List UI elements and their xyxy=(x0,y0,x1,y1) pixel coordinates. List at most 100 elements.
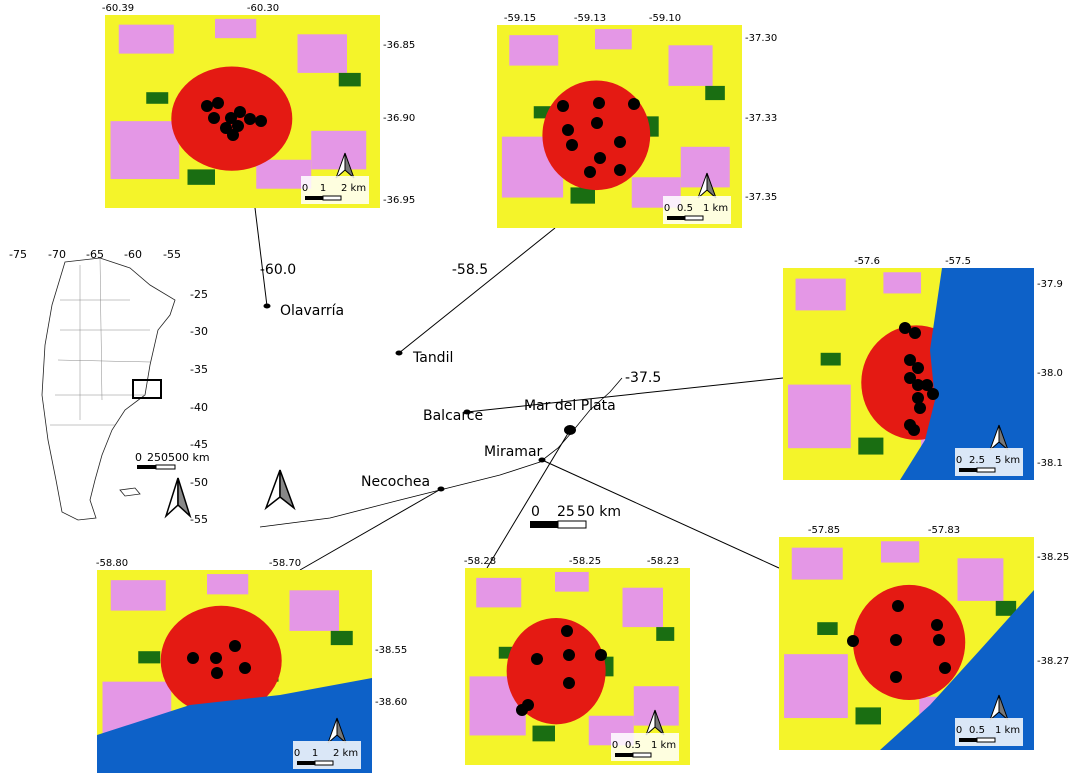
scale-label: 0.5 xyxy=(677,203,693,214)
scale-bar xyxy=(558,521,586,528)
grassland-patch xyxy=(623,588,664,627)
scale-label: 50 km xyxy=(577,504,621,520)
sample-point xyxy=(628,98,640,110)
scale-label: 0.5 xyxy=(625,740,641,751)
sample-point xyxy=(557,100,569,112)
sample-point xyxy=(914,402,926,414)
forest-patch xyxy=(817,622,837,635)
sample-point xyxy=(927,388,939,400)
sample-point xyxy=(239,662,251,674)
sample-point xyxy=(912,392,924,404)
grassland-patch xyxy=(784,654,848,718)
connector xyxy=(399,228,555,353)
lon-label: -57.6 xyxy=(854,256,880,267)
scale-bar xyxy=(633,753,651,757)
lon-label: -60.0 xyxy=(260,262,296,278)
scale-bar xyxy=(315,761,333,765)
scale-bar xyxy=(137,465,156,469)
lon-label: -59.13 xyxy=(574,13,606,24)
lat-label: -55 xyxy=(190,513,208,526)
lat-label: -38.1 xyxy=(1037,458,1063,469)
sample-point xyxy=(212,97,224,109)
sample-point xyxy=(234,106,246,118)
grassland-patch xyxy=(595,29,632,49)
sample-point xyxy=(933,634,945,646)
scale-label: 0 xyxy=(135,451,142,464)
forest-patch xyxy=(821,353,841,366)
sample-point xyxy=(892,600,904,612)
grassland-patch xyxy=(119,25,174,54)
city-label: Tandil xyxy=(412,350,453,366)
forest-patch xyxy=(146,92,168,104)
lon-label: -55 xyxy=(163,248,181,261)
lon-label: -70 xyxy=(48,248,66,261)
lon-label: -60 xyxy=(124,248,142,261)
forest-patch xyxy=(858,438,883,455)
grassland-patch xyxy=(792,548,843,580)
sample-point xyxy=(522,699,534,711)
forest-patch xyxy=(331,631,353,645)
lat-label: -38.55 xyxy=(375,645,407,656)
lon-label: -58.80 xyxy=(96,558,128,569)
forest-patch xyxy=(339,73,361,87)
scale-bar xyxy=(615,753,633,757)
sample-point xyxy=(208,112,220,124)
sample-point xyxy=(614,164,626,176)
lat-label: -38.60 xyxy=(375,697,407,708)
scale-bar xyxy=(297,761,315,765)
lon-label: -58.70 xyxy=(269,558,301,569)
lon-label: -65 xyxy=(86,248,104,261)
grassland-patch xyxy=(958,558,1004,601)
sample-point xyxy=(912,362,924,374)
map-layer: -75-70-65-60-55-25-30-35-40-45-50-550250… xyxy=(9,3,1069,773)
scale-label: 0 xyxy=(612,740,618,751)
sample-point xyxy=(593,97,605,109)
sample-point xyxy=(210,652,222,664)
sample-point xyxy=(563,649,575,661)
sample-point xyxy=(566,139,578,151)
lat-label: -45 xyxy=(190,438,208,451)
scale-label: 250500 km xyxy=(147,451,210,464)
city-area xyxy=(438,487,445,492)
scale-label: 0 xyxy=(956,725,962,736)
lon-label: -75 xyxy=(9,248,27,261)
lat-label: -30 xyxy=(190,325,208,338)
scale-label: 25 xyxy=(557,504,575,520)
scale-bar xyxy=(685,216,703,220)
grassland-patch xyxy=(111,121,180,179)
sample-point xyxy=(908,424,920,436)
scale-label: 5 km xyxy=(995,455,1020,466)
sample-point xyxy=(847,635,859,647)
scale-label: 0 xyxy=(956,455,962,466)
grassland-patch xyxy=(788,385,851,449)
scale-label: 2 km xyxy=(341,183,366,194)
grassland-patch xyxy=(883,272,921,293)
lat-label: -40 xyxy=(190,401,208,414)
sample-point xyxy=(594,152,606,164)
scale-label: 0 xyxy=(302,183,308,194)
scale-bar xyxy=(530,521,558,528)
lon-label: -60.39 xyxy=(102,3,134,14)
scale-bar xyxy=(977,738,995,742)
connector xyxy=(300,489,441,570)
sample-point xyxy=(561,625,573,637)
forest-patch xyxy=(188,169,216,184)
scale-bar xyxy=(323,196,341,200)
sample-point xyxy=(227,129,239,141)
scale-label: 0 xyxy=(531,504,540,520)
sample-point xyxy=(255,115,267,127)
lon-label: -58.25 xyxy=(569,556,601,567)
grassland-patch xyxy=(881,541,919,562)
scale-label: 1 xyxy=(320,183,326,194)
city-label: Necochea xyxy=(361,474,430,490)
grassland-patch xyxy=(207,574,248,594)
grassland-patch xyxy=(215,19,256,38)
scale-label: 1 km xyxy=(703,203,728,214)
sample-point xyxy=(201,100,213,112)
city-label: Miramar xyxy=(484,444,543,460)
grassland-patch xyxy=(796,279,846,311)
lat-label: -50 xyxy=(190,476,208,489)
grassland-patch xyxy=(298,34,348,73)
sample-point xyxy=(563,677,575,689)
scale-label: 1 km xyxy=(651,740,676,751)
